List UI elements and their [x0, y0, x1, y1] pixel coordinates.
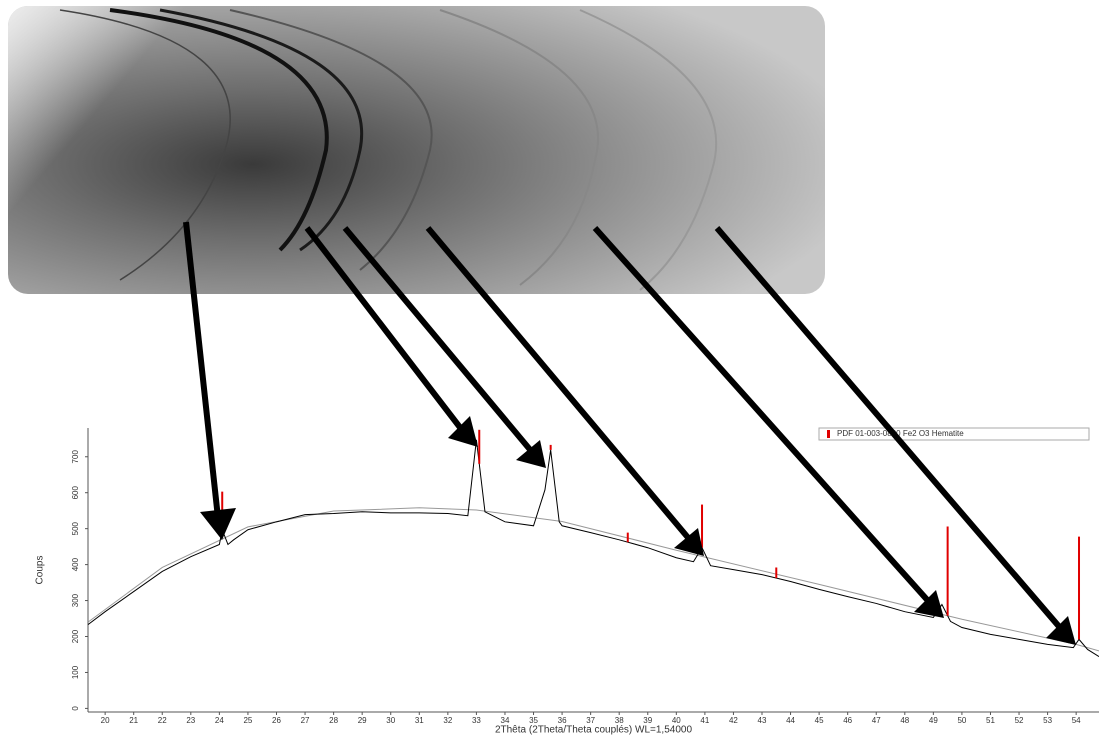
x-tick-label: 51 — [986, 716, 995, 725]
legend-swatch — [827, 430, 830, 438]
diffraction-photo — [8, 6, 825, 294]
y-tick-label: 500 — [71, 521, 80, 535]
y-axis-label: Coups — [35, 556, 46, 585]
x-tick-label: 53 — [1043, 716, 1052, 725]
y-tick-label: 0 — [71, 706, 80, 711]
x-tick-label: 47 — [872, 716, 881, 725]
x-tick-label: 25 — [243, 716, 252, 725]
y-tick-label: 300 — [71, 593, 80, 607]
x-tick-label: 21 — [129, 716, 138, 725]
x-tick-label: 36 — [558, 716, 567, 725]
x-tick-label: 22 — [158, 716, 167, 725]
x-tick-label: 28 — [329, 716, 338, 725]
x-tick-label: 54 — [1072, 716, 1081, 725]
x-tick-label: 24 — [215, 716, 224, 725]
x-tick-label: 45 — [815, 716, 824, 725]
pattern-line — [87, 507, 1099, 652]
x-tick-label: 27 — [301, 716, 310, 725]
x-tick-label: 52 — [1015, 716, 1024, 725]
x-tick-label: 32 — [443, 716, 452, 725]
x-tick-label: 42 — [729, 716, 738, 725]
x-tick-label: 49 — [929, 716, 938, 725]
x-tick-label: 20 — [101, 716, 110, 725]
x-tick-label: 35 — [529, 716, 538, 725]
x-tick-label: 46 — [843, 716, 852, 725]
x-tick-label: 40 — [672, 716, 681, 725]
x-tick-label: 23 — [186, 716, 195, 725]
x-tick-label: 37 — [586, 716, 595, 725]
x-tick-label: 43 — [758, 716, 767, 725]
legend-box — [818, 427, 1090, 441]
x-tick-label: 39 — [643, 716, 652, 725]
x-axis-label: 2Thêta (2Theta/Theta couplés) WL=1,54000 — [495, 725, 693, 736]
y-tick-label: 400 — [71, 557, 80, 571]
x-tick-label: 26 — [272, 716, 281, 725]
x-tick-label: 33 — [472, 716, 481, 725]
arrows — [183, 221, 1076, 645]
y-tick-label: 700 — [71, 450, 80, 464]
y-tick-label: 200 — [71, 629, 80, 643]
pattern-line — [87, 439, 1099, 658]
y-tick-label: 100 — [71, 665, 80, 679]
x-tick-label: 41 — [700, 716, 709, 725]
plot-area: 20 21 22 23 24 25 26 27 28 29 30 31 32 33 34 35 36 37 38 39… — [35, 427, 1099, 736]
y-tick-label: 600 — [71, 485, 80, 499]
x-tick-label: 44 — [786, 716, 795, 725]
x-tick-label: 48 — [900, 716, 909, 725]
x-tick-label: 38 — [615, 716, 624, 725]
legend-label: PDF 01-003-0800 Fe2 O3 Hematite — [837, 429, 964, 438]
x-tick-label: 34 — [501, 716, 510, 725]
x-tick-label: 50 — [957, 716, 966, 725]
x-tick-label: 31 — [415, 716, 424, 725]
x-tick-label: 30 — [386, 716, 395, 725]
x-tick-label: 29 — [358, 716, 367, 725]
